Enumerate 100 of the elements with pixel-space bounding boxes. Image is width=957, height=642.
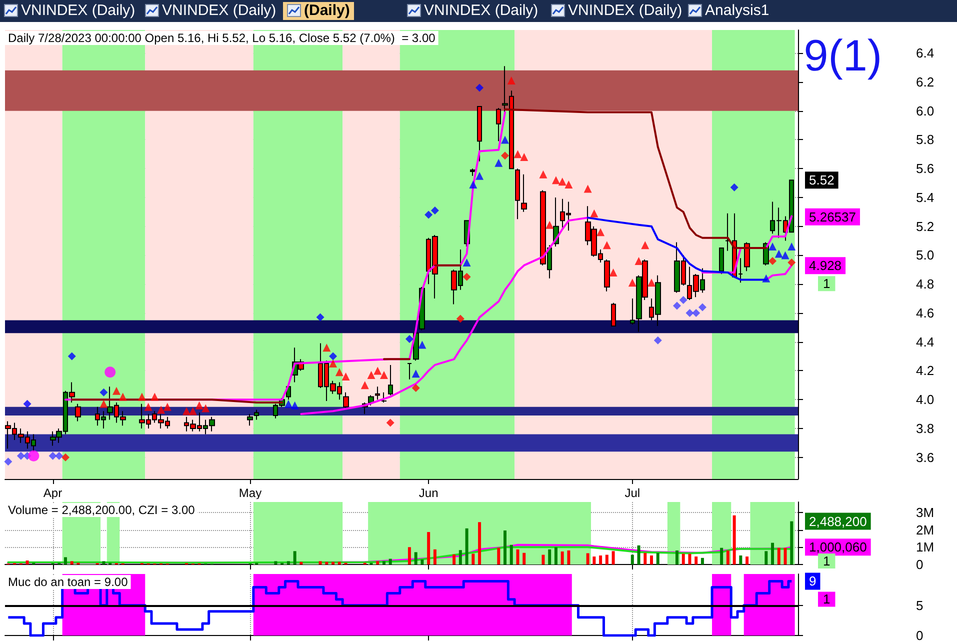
point xyxy=(367,371,376,380)
bar xyxy=(612,551,615,564)
point xyxy=(558,178,566,186)
point xyxy=(360,381,369,390)
point xyxy=(698,303,706,312)
point xyxy=(138,392,146,401)
point xyxy=(412,384,420,392)
point xyxy=(584,184,592,193)
point xyxy=(430,206,439,214)
point xyxy=(654,336,662,344)
y-tick-label: 5.4 xyxy=(916,190,934,205)
chart-title: Daily 7/28/2023 00:00:00 Open 5.16, Hi 5.52, Lo 5.16, Close 5.52 (7.0%) = 3.00 xyxy=(8,31,436,45)
point xyxy=(182,407,191,416)
bar xyxy=(630,554,634,564)
point xyxy=(462,272,471,281)
point xyxy=(596,228,605,236)
point xyxy=(316,313,324,322)
candlestick xyxy=(630,298,635,326)
point xyxy=(679,296,688,304)
text: 1 xyxy=(823,592,830,607)
point xyxy=(762,274,770,282)
bar xyxy=(605,554,608,564)
bar xyxy=(548,549,552,564)
point xyxy=(768,256,777,265)
point xyxy=(342,372,350,380)
bar xyxy=(554,547,558,564)
bar xyxy=(458,550,462,564)
bar xyxy=(675,550,678,564)
point xyxy=(686,308,694,317)
y-tick-label: 3.8 xyxy=(916,420,934,436)
point xyxy=(28,450,40,462)
point xyxy=(329,352,338,360)
bar xyxy=(504,530,507,564)
point xyxy=(788,242,796,251)
bar xyxy=(388,558,392,564)
point xyxy=(68,352,76,360)
candlestick xyxy=(744,242,750,272)
y-tick-label: 5.0 xyxy=(916,248,934,263)
point xyxy=(374,366,382,375)
y-tick-label: 5 xyxy=(916,598,924,613)
bar xyxy=(286,561,290,564)
annotation: 5.52 xyxy=(809,172,834,188)
point xyxy=(788,258,796,266)
y-tick-label: 4.6 xyxy=(916,305,934,320)
bar xyxy=(656,552,660,564)
point xyxy=(418,340,426,349)
x-tick-label: Jul xyxy=(624,486,640,500)
point xyxy=(112,386,120,395)
bar xyxy=(650,555,653,564)
point xyxy=(672,302,681,310)
text: VNINDEX (Daily) xyxy=(161,2,276,20)
point xyxy=(476,84,484,92)
y-tick-label: 4.2 xyxy=(916,363,934,378)
y-tick-label: 5.8 xyxy=(916,132,934,148)
point xyxy=(602,241,611,250)
text: VNINDEX (Daily) xyxy=(567,2,682,20)
text: (Daily) xyxy=(283,2,354,20)
annotation: 4.928 xyxy=(809,258,842,274)
candlestick xyxy=(254,409,259,420)
y-tick-label: 3M xyxy=(916,504,934,520)
point xyxy=(462,258,471,266)
point xyxy=(628,278,636,287)
bar xyxy=(560,551,564,564)
point xyxy=(405,334,414,343)
bar xyxy=(739,555,742,564)
y-tick-label: 5.2 xyxy=(916,218,934,234)
point xyxy=(456,314,464,323)
bar xyxy=(300,562,303,564)
chart-title: Volume = 2,488,200.00, CZI = 3.00 xyxy=(8,503,196,517)
y-tick-label: 6.2 xyxy=(916,74,934,90)
candlestick xyxy=(407,363,412,380)
point xyxy=(774,250,783,258)
point xyxy=(380,371,388,380)
text: 1 xyxy=(823,554,830,568)
point xyxy=(100,388,108,396)
point xyxy=(476,172,484,180)
point xyxy=(335,368,344,376)
bar xyxy=(274,561,278,564)
point xyxy=(62,453,70,462)
candlestick xyxy=(388,364,393,396)
text: 9(1) xyxy=(804,32,882,80)
bar xyxy=(542,554,545,564)
y-tick-label: 4.0 xyxy=(916,392,934,408)
annotation: 5.26537 xyxy=(809,209,856,224)
candlestick xyxy=(725,212,731,252)
point xyxy=(290,401,299,410)
point xyxy=(634,256,643,265)
point xyxy=(546,220,554,229)
bar xyxy=(376,561,380,564)
point xyxy=(48,452,57,460)
y-tick-label: 5.6 xyxy=(916,161,934,176)
x-tick-label: Jun xyxy=(418,486,438,500)
point xyxy=(564,180,573,188)
bar xyxy=(777,548,780,564)
point xyxy=(163,402,172,411)
text: VNINDEX (Daily) xyxy=(423,2,538,20)
candlestick xyxy=(515,168,520,220)
y-tick-label: 0 xyxy=(916,557,924,572)
bar xyxy=(64,557,68,564)
y-tick-label: 6.0 xyxy=(916,103,934,118)
